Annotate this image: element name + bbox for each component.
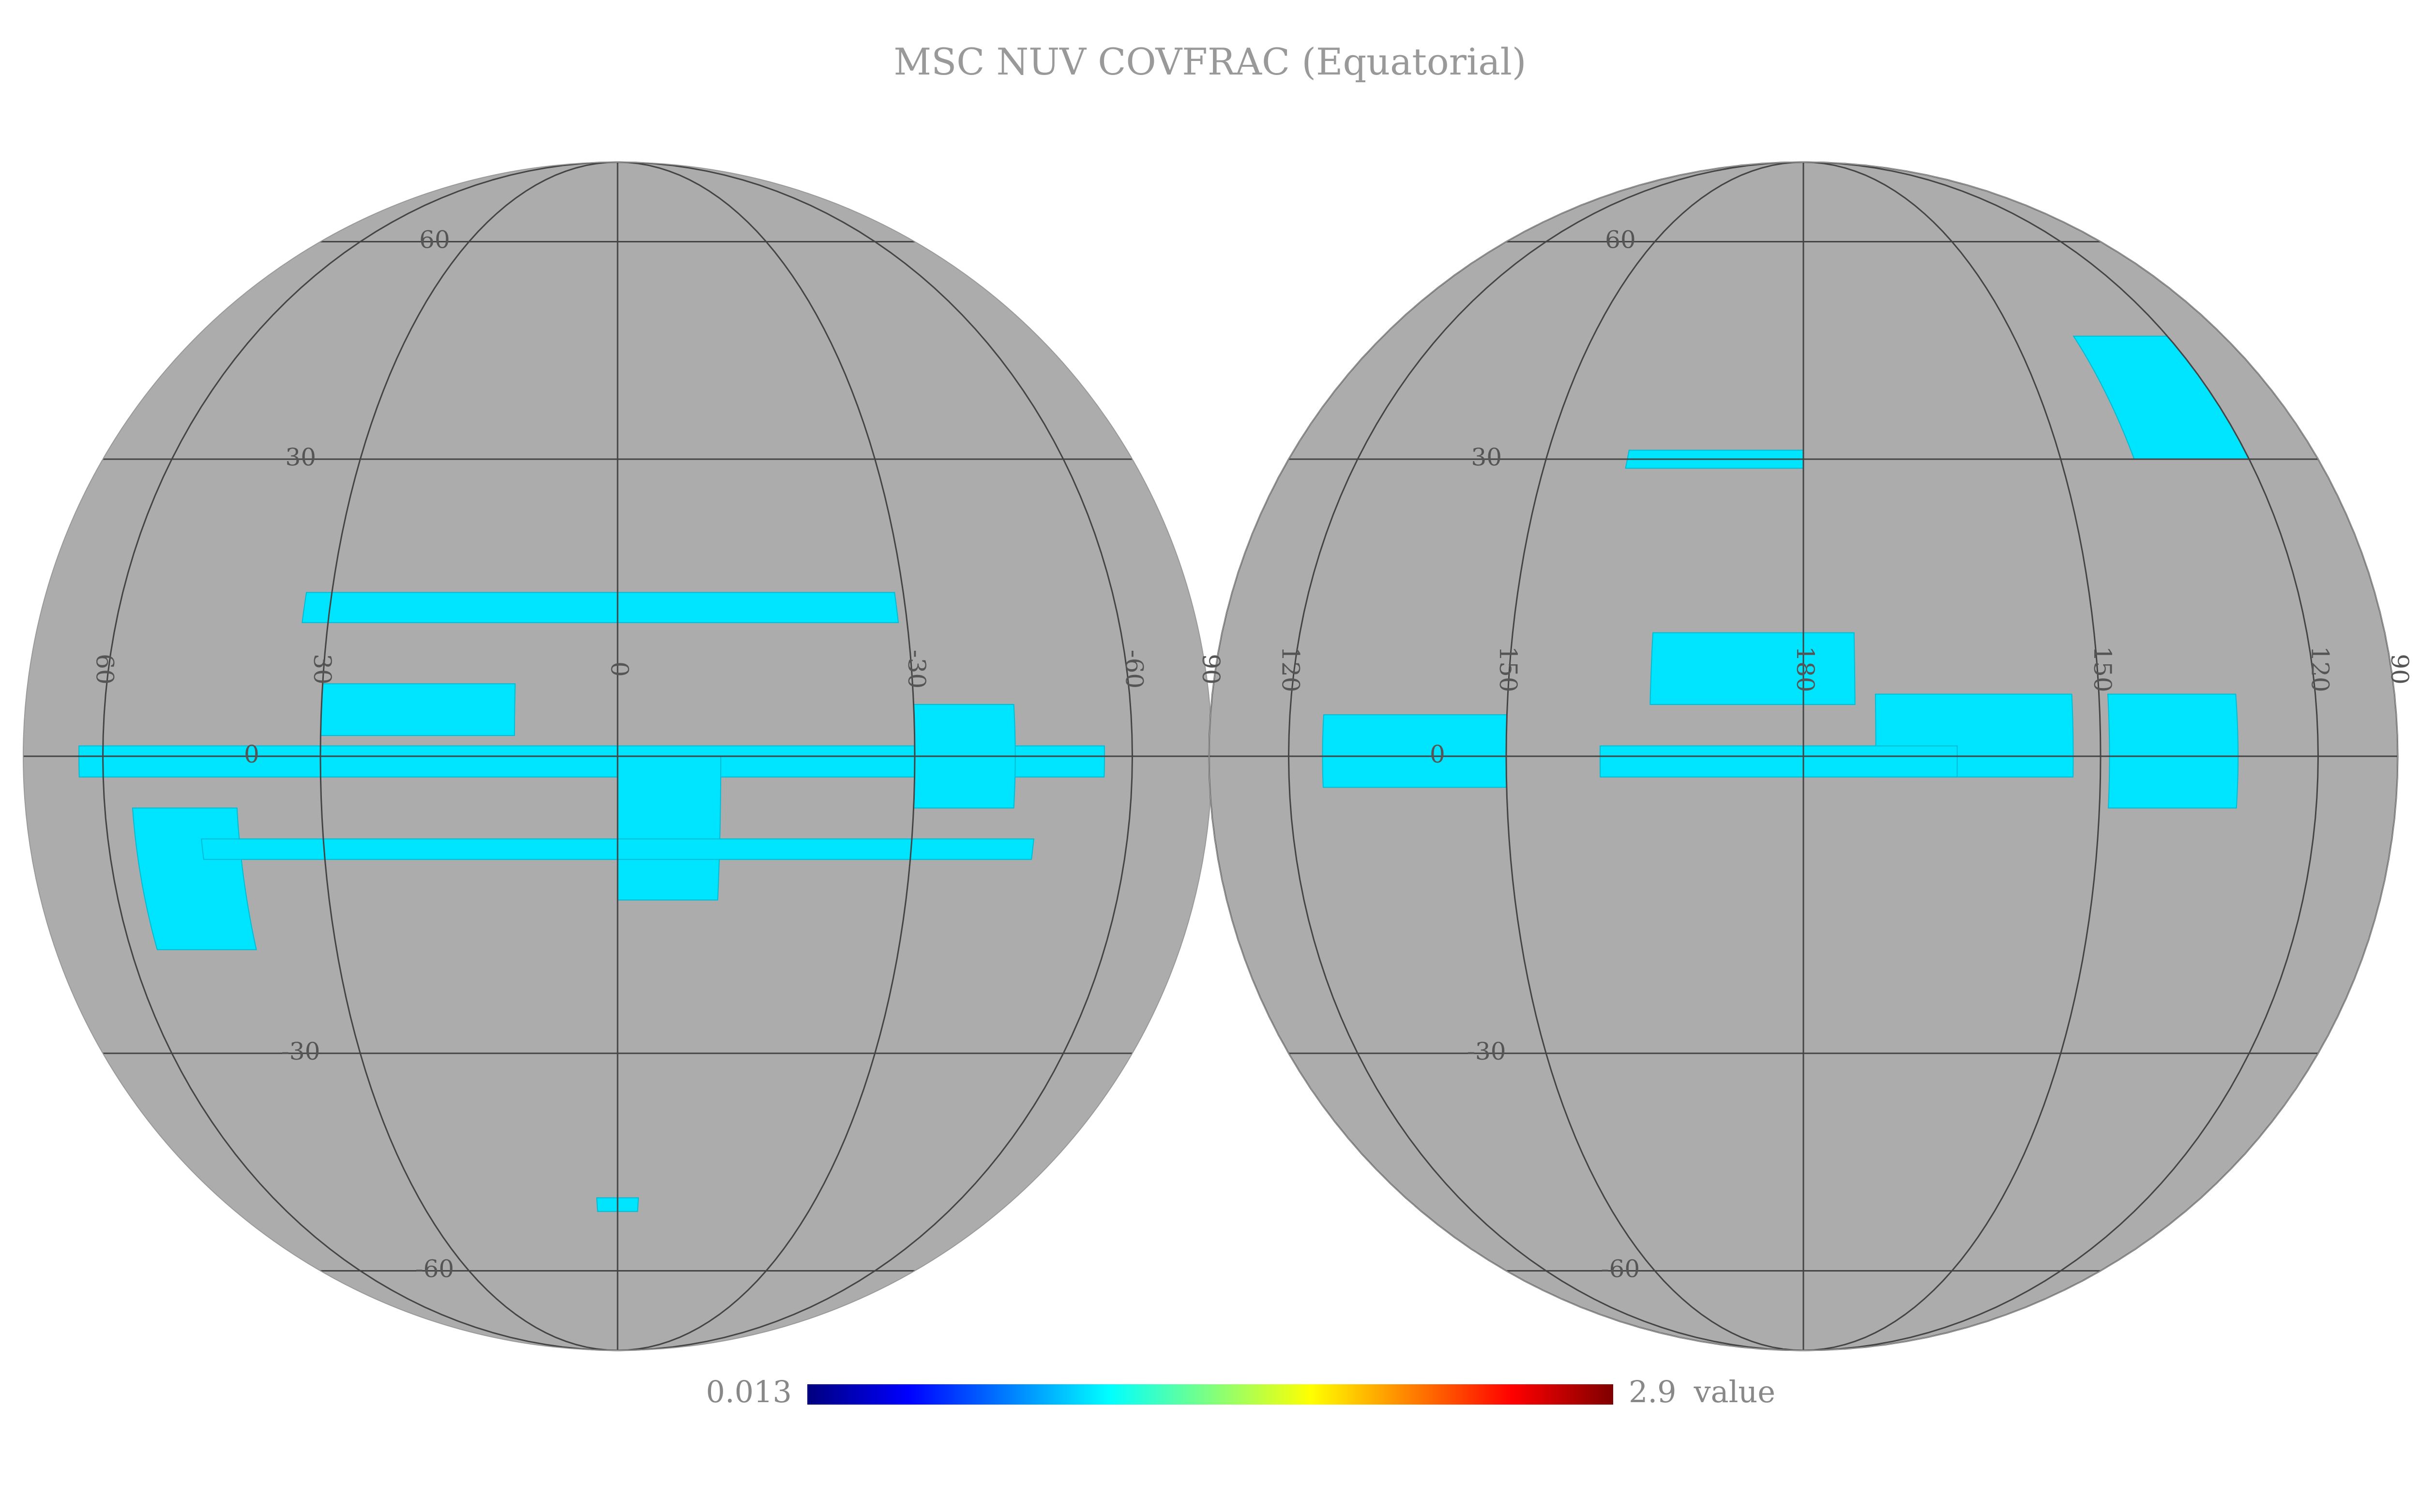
lat-tick-label: 60 — [419, 226, 450, 254]
lat-tick-label: -30 — [1467, 1037, 1506, 1065]
grid-line — [1803, 161, 2102, 1351]
lon-tick-label: 180 — [1791, 646, 1819, 692]
hemisphere: 60 30 0 -30 -60 90 120 150 180 150 120 90 — [1197, 161, 2414, 1351]
grid-line — [319, 161, 618, 1351]
lon-tick-label: 150 — [2088, 646, 2117, 692]
coverage-region — [132, 808, 257, 950]
hemisphere: 60 30 0 -30 -60 60 30 0 -30 -60 — [23, 161, 1212, 1351]
lat-tick-label: 30 — [1471, 443, 1502, 471]
grid-line — [1505, 161, 1804, 1351]
grid-line — [1803, 161, 2319, 1351]
lat-tick-label: -30 — [281, 1037, 320, 1065]
coverage-region — [2107, 693, 2239, 808]
coverage-region — [1600, 745, 1958, 778]
sphere-outline — [1209, 162, 2398, 1351]
lat-tick-label: -60 — [415, 1255, 454, 1283]
grid-line — [1287, 161, 1804, 1351]
lat-tick-label: 60 — [1605, 226, 1636, 254]
colorbar-unit-label: value — [1694, 1374, 1775, 1409]
coverage-region — [617, 756, 722, 901]
coverage-region — [1649, 632, 1856, 705]
lat-tick-label: 0 — [1430, 740, 1445, 768]
lon-tick-label: 90 — [1197, 654, 1225, 685]
grid-line — [617, 161, 1134, 1351]
chart-title: MSC NUV COVFRAC (Equatorial) — [893, 40, 1526, 83]
lat-tick-label: 30 — [285, 443, 316, 471]
lon-tick-label: 120 — [2306, 646, 2334, 692]
colorbar — [807, 1384, 1613, 1405]
coverage-region — [302, 592, 899, 623]
lon-tick-label: 120 — [1277, 646, 1305, 692]
lat-tick-label: 0 — [244, 740, 259, 768]
grid-line — [102, 161, 618, 1351]
coverage-region — [320, 683, 516, 736]
lon-tick-label: 90 — [2386, 654, 2414, 685]
lon-tick-label: 60 — [91, 654, 119, 685]
lon-tick-label: 0 — [605, 661, 634, 677]
lon-tick-label: -60 — [1120, 650, 1148, 689]
grid-line — [617, 161, 916, 1351]
colorbar-min-label: 0.013 — [706, 1374, 792, 1409]
lon-tick-label: 30 — [308, 654, 336, 685]
lon-tick-label: -30 — [903, 650, 931, 689]
lat-tick-label: -60 — [1601, 1255, 1640, 1283]
colorbar-max-label: 2.9 — [1629, 1374, 1677, 1409]
coverage-region — [1322, 714, 1508, 788]
lon-tick-label: 150 — [1494, 646, 1522, 692]
